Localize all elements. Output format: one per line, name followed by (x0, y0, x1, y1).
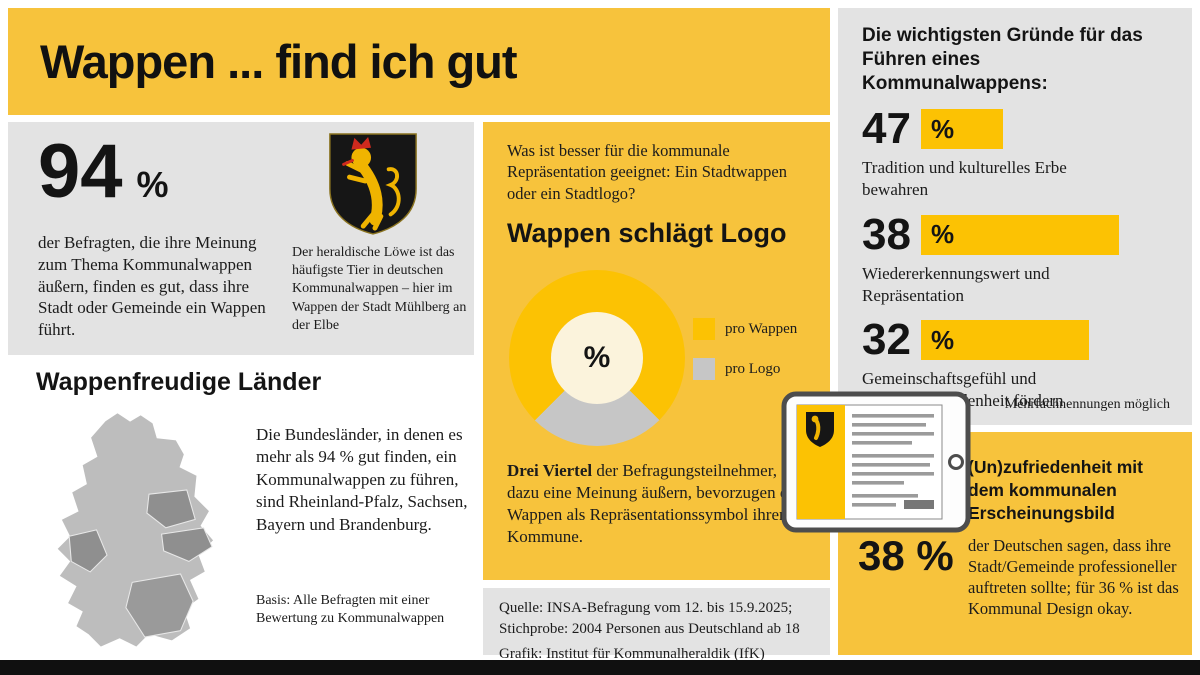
reason-bar-row: 38 % (862, 209, 1192, 259)
satisfaction-value: 38 % (858, 532, 954, 579)
tablet-text-lines (852, 414, 934, 509)
legend-item-wappen: pro Wappen (693, 318, 797, 340)
reason-bar-row: 32 % (862, 318, 1192, 362)
map-state-sachsen (161, 527, 213, 562)
germany-map (55, 411, 216, 649)
reason-item-tradition: 47 % Tradition und kulturelles Erbe bewa… (862, 107, 1192, 201)
versus-panel: Was ist besser für die kommunale Repräse… (483, 122, 830, 580)
reason-label: Tradition und kulturelles Erbe bewahren (862, 158, 1067, 199)
stat-94-unit: % (136, 164, 169, 205)
laender-heading: Wappenfreudige Länder (36, 368, 322, 396)
donut-chart: % (509, 270, 685, 446)
versus-text-rest: der Befragungsteilnehmer, die dazu eine … (507, 461, 802, 547)
versus-text-lead: Drei Viertel (507, 461, 593, 480)
reason-unit: % (930, 324, 955, 355)
map-state-rheinland-pfalz (68, 529, 108, 573)
stat-94-panel: 94 % der Befragten, die ihre Meinung zum… (8, 122, 474, 355)
source-line-2: Stichprobe: 2004 Personen aus Deutschlan… (499, 621, 800, 637)
versus-heading: Wappen schlägt Logo (507, 218, 787, 248)
versus-question: Was ist besser für die kommunale Repräse… (507, 141, 787, 203)
laender-basis: Basis: Alle Befragten mit einer Bewertun… (256, 593, 445, 627)
versus-text: Drei Viertel der Befragungsteilnehmer, d… (507, 460, 809, 548)
source-panel: Quelle: INSA-Befragung vom 12. bis 15.9.… (483, 588, 830, 662)
donut-center-label: % (551, 312, 643, 404)
reason-bar: % (920, 320, 1089, 361)
reason-unit: % (930, 113, 955, 144)
tablet-illustration (781, 391, 971, 533)
reasons-heading: Die wichtigsten Gründe für das Führen ei… (862, 25, 1143, 94)
reason-bar: % (920, 109, 1003, 150)
tablet-mini-crest-icon (806, 412, 834, 447)
donut-legend: pro Wappen pro Logo (693, 318, 797, 380)
reason-bar-row: 47 % (862, 107, 1192, 151)
reason-value: 38 (862, 209, 911, 259)
reason-item-wiedererkennung: 38 % Wiedererkennungswert und Repräsenta… (862, 209, 1192, 307)
reason-bar: % (920, 214, 1119, 255)
title-banner: Wappen ... find ich gut (8, 8, 830, 115)
stat-94-text: der Befragten, die ihre Meinung zum Them… (38, 233, 266, 339)
source-line-1: Quelle: INSA-Befragung vom 12. bis 15.9.… (499, 600, 793, 616)
satisfaction-text: der Deutschen sagen, dass ihre Stadt/Gem… (968, 536, 1179, 618)
reason-value: 32 (862, 315, 911, 365)
reason-label: Wiedererkennungswert und Repräsentation (862, 263, 1050, 305)
legend-swatch-logo (693, 358, 715, 380)
stat-94-value: 94 (38, 129, 123, 214)
reasons-panel: Die wichtigsten Gründe für das Führen ei… (838, 8, 1192, 425)
legend-item-logo: pro Logo (693, 358, 797, 380)
map-state-brandenburg (146, 489, 196, 529)
crest-caption: Der heraldische Löwe ist das häufigste T… (292, 245, 467, 333)
source-line-3: Grafik: Institut für Kommunalheraldik (I… (499, 646, 765, 662)
reason-unit: % (930, 219, 955, 250)
footer-bar (0, 660, 1200, 675)
legend-label-logo: pro Logo (725, 360, 781, 377)
legend-swatch-wappen (693, 318, 715, 340)
legend-label-wappen: pro Wappen (725, 320, 798, 337)
satisfaction-heading: (Un)zufriedenheit mit dem kommunalen Ers… (968, 457, 1143, 523)
page-title: Wappen ... find ich gut (40, 35, 518, 88)
laender-text: Die Bundesländer, in denen es mehr als 9… (256, 425, 468, 534)
stat-94: 94 % (38, 134, 169, 210)
map-state-bayern (125, 573, 194, 638)
coat-of-arms-icon (329, 133, 417, 235)
reason-value: 47 (862, 104, 911, 154)
tablet-home-button (948, 454, 964, 470)
reasons-note: Mehrfachnennungen möglich (1004, 397, 1170, 412)
